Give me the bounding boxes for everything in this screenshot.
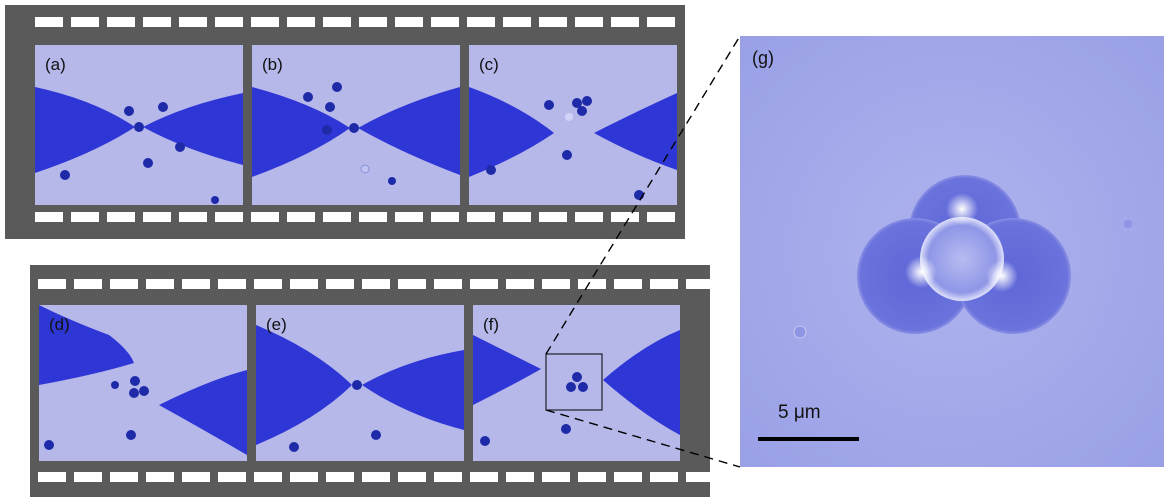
sprocket-holes-bottom — [35, 212, 685, 222]
panel-label-f: (f) — [483, 315, 500, 334]
frame-f: (f) — [473, 305, 680, 461]
film-strip-bottom: (d) (e) (f) — [30, 265, 714, 497]
zoomed-image-g: (g) 5 μm — [740, 36, 1164, 467]
panel-label-e: (e) — [266, 315, 287, 334]
frame-a: (a) — [35, 45, 243, 205]
panel-label-a: (a) — [45, 55, 66, 74]
frame-d: (d) — [39, 305, 247, 461]
frame-b: (b) — [252, 45, 460, 205]
panel-label-d: (d) — [49, 315, 70, 334]
panel-label-c: (c) — [479, 55, 499, 74]
scale-bar — [758, 437, 859, 441]
frame-c: (c) — [469, 45, 677, 205]
sprocket-holes-bottom-2 — [38, 472, 714, 482]
film-strip-top: (a) (b) (c) — [5, 5, 685, 239]
sprocket-holes-top — [35, 17, 685, 27]
panel-label-b: (b) — [262, 55, 283, 74]
panel-label-g: (g) — [752, 48, 774, 68]
sprocket-holes-top-2 — [38, 279, 714, 289]
frame-e: (e) — [256, 305, 464, 461]
scale-bar-label: 5 μm — [778, 402, 821, 423]
